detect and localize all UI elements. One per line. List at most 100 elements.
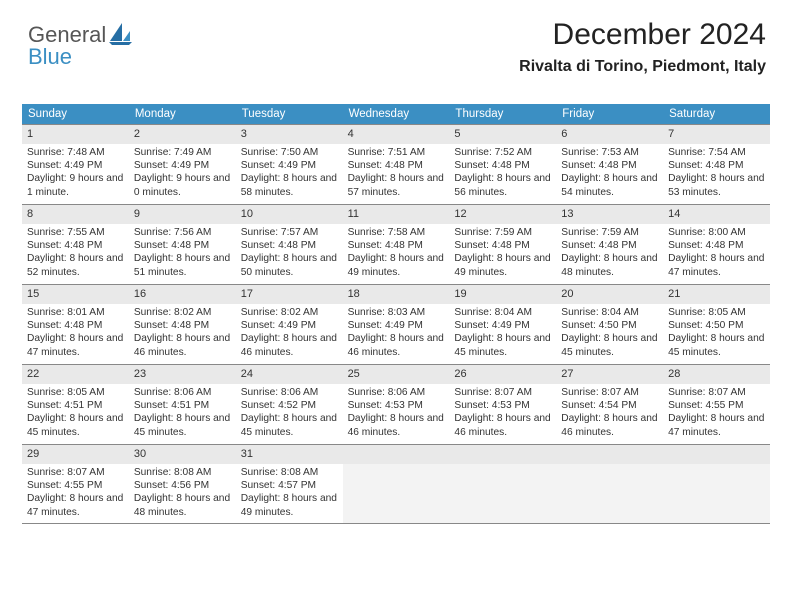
- sunset-text: Sunset: 4:49 PM: [27, 159, 124, 172]
- sunrise-text: Sunrise: 8:02 AM: [134, 306, 231, 319]
- sunrise-text: Sunrise: 7:54 AM: [668, 146, 765, 159]
- sunset-text: Sunset: 4:48 PM: [454, 159, 551, 172]
- sunrise-text: Sunrise: 7:59 AM: [454, 226, 551, 239]
- daylight-text: Daylight: 8 hours and 46 minutes.: [348, 332, 445, 359]
- daylight-text: Daylight: 8 hours and 47 minutes.: [668, 412, 765, 439]
- day-cell: 4Sunrise: 7:51 AMSunset: 4:48 PMDaylight…: [343, 124, 450, 204]
- day-number: 8: [22, 205, 129, 224]
- day-number: 16: [129, 285, 236, 304]
- sunset-text: Sunset: 4:48 PM: [27, 239, 124, 252]
- day-cell: 7Sunrise: 7:54 AMSunset: 4:48 PMDaylight…: [663, 124, 770, 204]
- sunrise-text: Sunrise: 8:06 AM: [348, 386, 445, 399]
- day-cell: 5Sunrise: 7:52 AMSunset: 4:48 PMDaylight…: [449, 124, 556, 204]
- sunset-text: Sunset: 4:49 PM: [348, 319, 445, 332]
- day-cell: 9Sunrise: 7:56 AMSunset: 4:48 PMDaylight…: [129, 204, 236, 284]
- day-number: 17: [236, 285, 343, 304]
- logo-text-blue: Blue: [28, 44, 72, 69]
- sunrise-text: Sunrise: 8:07 AM: [454, 386, 551, 399]
- sunset-text: Sunset: 4:49 PM: [241, 319, 338, 332]
- day-cell: 11Sunrise: 7:58 AMSunset: 4:48 PMDayligh…: [343, 204, 450, 284]
- daylight-text: Daylight: 8 hours and 45 minutes.: [27, 412, 124, 439]
- day-number: 28: [663, 365, 770, 384]
- daylight-text: Daylight: 8 hours and 58 minutes.: [241, 172, 338, 199]
- day-cell: 23Sunrise: 8:06 AMSunset: 4:51 PMDayligh…: [129, 364, 236, 444]
- daylight-text: Daylight: 8 hours and 48 minutes.: [134, 492, 231, 519]
- daylight-text: Daylight: 8 hours and 47 minutes.: [27, 492, 124, 519]
- day-cell: 20 Sunrise: 8:04 AMSunset: 4:50 PMDayligh…: [556, 284, 663, 364]
- daylight-text: Daylight: 8 hours and 46 minutes.: [134, 332, 231, 359]
- day-number: 27: [556, 365, 663, 384]
- sunrise-text: Sunrise: 8:08 AM: [241, 466, 338, 479]
- day-number: 5: [449, 125, 556, 144]
- daylight-text: Daylight: 8 hours and 47 minutes.: [27, 332, 124, 359]
- day-cell: 30 Sunrise: 8:08 AMSunset: 4:56 PMDayligh…: [129, 444, 236, 524]
- sunrise-text: Sunrise: 8:04 AM: [561, 306, 658, 319]
- sunset-text: Sunset: 4:48 PM: [668, 159, 765, 172]
- daylight-text: Daylight: 8 hours and 49 minutes.: [454, 252, 551, 279]
- daylight-text: Daylight: 8 hours and 51 minutes.: [134, 252, 231, 279]
- day-cell: 26Sunrise: 8:07 AMSunset: 4:53 PMDayligh…: [449, 364, 556, 444]
- sunrise-text: Sunrise: 7:56 AM: [134, 226, 231, 239]
- day-cell: 24Sunrise: 8:06 AMSunset: 4:52 PMDayligh…: [236, 364, 343, 444]
- sunset-text: Sunset: 4:50 PM: [561, 319, 658, 332]
- day-number: 30: [129, 445, 236, 464]
- daylight-text: Daylight: 8 hours and 45 minutes.: [454, 332, 551, 359]
- sunrise-text: Sunrise: 8:02 AM: [241, 306, 338, 319]
- dayheader-wednesday: Wednesday: [343, 104, 450, 124]
- logo-sail-icon: [108, 22, 134, 44]
- day-cell: 31Sunrise: 8:08 AMSunset: 4:57 PMDayligh…: [236, 444, 343, 524]
- location-subtitle: Rivalta di Torino, Piedmont, Italy: [519, 58, 766, 76]
- day-number: 15: [22, 285, 129, 304]
- sunrise-text: Sunrise: 7:49 AM: [134, 146, 231, 159]
- day-number: 4: [343, 125, 450, 144]
- sunrise-text: Sunrise: 7:57 AM: [241, 226, 338, 239]
- empty-cell: [343, 444, 450, 524]
- daylight-text: Daylight: 8 hours and 47 minutes.: [668, 252, 765, 279]
- daylight-text: Daylight: 8 hours and 46 minutes.: [241, 332, 338, 359]
- page-header: December 2024 Rivalta di Torino, Piedmon…: [519, 18, 766, 76]
- daylight-text: Daylight: 8 hours and 57 minutes.: [348, 172, 445, 199]
- sunrise-text: Sunrise: 7:59 AM: [561, 226, 658, 239]
- day-number: 18: [343, 285, 450, 304]
- sunset-text: Sunset: 4:52 PM: [241, 399, 338, 412]
- day-number: 21: [663, 285, 770, 304]
- sunrise-text: Sunrise: 7:55 AM: [27, 226, 124, 239]
- sunset-text: Sunset: 4:57 PM: [241, 479, 338, 492]
- daylight-text: Daylight: 8 hours and 45 minutes.: [561, 332, 658, 359]
- day-cell: 1Sunrise: 7:48 AMSunset: 4:49 PMDaylight…: [22, 124, 129, 204]
- day-number: 6: [556, 125, 663, 144]
- sunset-text: Sunset: 4:51 PM: [27, 399, 124, 412]
- day-number: 20: [556, 285, 663, 304]
- sunrise-text: Sunrise: 7:58 AM: [348, 226, 445, 239]
- sunrise-text: Sunrise: 7:52 AM: [454, 146, 551, 159]
- sunrise-text: Sunrise: 7:53 AM: [561, 146, 658, 159]
- daylight-text: Daylight: 8 hours and 46 minutes.: [454, 412, 551, 439]
- day-number: 11: [343, 205, 450, 224]
- sunrise-text: Sunrise: 8:07 AM: [27, 466, 124, 479]
- sunset-text: Sunset: 4:48 PM: [134, 239, 231, 252]
- sunset-text: Sunset: 4:56 PM: [134, 479, 231, 492]
- sunset-text: Sunset: 4:49 PM: [241, 159, 338, 172]
- sunset-text: Sunset: 4:48 PM: [561, 239, 658, 252]
- sunrise-text: Sunrise: 7:48 AM: [27, 146, 124, 159]
- day-cell: 15Sunrise: 8:01 AMSunset: 4:48 PMDayligh…: [22, 284, 129, 364]
- day-number: 13: [556, 205, 663, 224]
- sunset-text: Sunset: 4:48 PM: [454, 239, 551, 252]
- day-cell: 14Sunrise: 8:00 AMSunset: 4:48 PMDayligh…: [663, 204, 770, 284]
- sunset-text: Sunset: 4:48 PM: [348, 159, 445, 172]
- sunrise-text: Sunrise: 8:04 AM: [454, 306, 551, 319]
- day-number: 14: [663, 205, 770, 224]
- sunrise-text: Sunrise: 8:07 AM: [668, 386, 765, 399]
- daylight-text: Daylight: 8 hours and 45 minutes.: [241, 412, 338, 439]
- daylight-text: Daylight: 9 hours and 0 minutes.: [134, 172, 231, 199]
- dayheader-friday: Friday: [556, 104, 663, 124]
- day-cell: 8Sunrise: 7:55 AMSunset: 4:48 PMDaylight…: [22, 204, 129, 284]
- dayheader-saturday: Saturday: [663, 104, 770, 124]
- sunrise-text: Sunrise: 8:08 AM: [134, 466, 231, 479]
- sunrise-text: Sunrise: 8:05 AM: [668, 306, 765, 319]
- day-cell: 12Sunrise: 7:59 AMSunset: 4:48 PMDayligh…: [449, 204, 556, 284]
- day-number: 10: [236, 205, 343, 224]
- day-cell: 22Sunrise: 8:05 AMSunset: 4:51 PMDayligh…: [22, 364, 129, 444]
- sunset-text: Sunset: 4:54 PM: [561, 399, 658, 412]
- daylight-text: Daylight: 9 hours and 1 minute.: [27, 172, 124, 199]
